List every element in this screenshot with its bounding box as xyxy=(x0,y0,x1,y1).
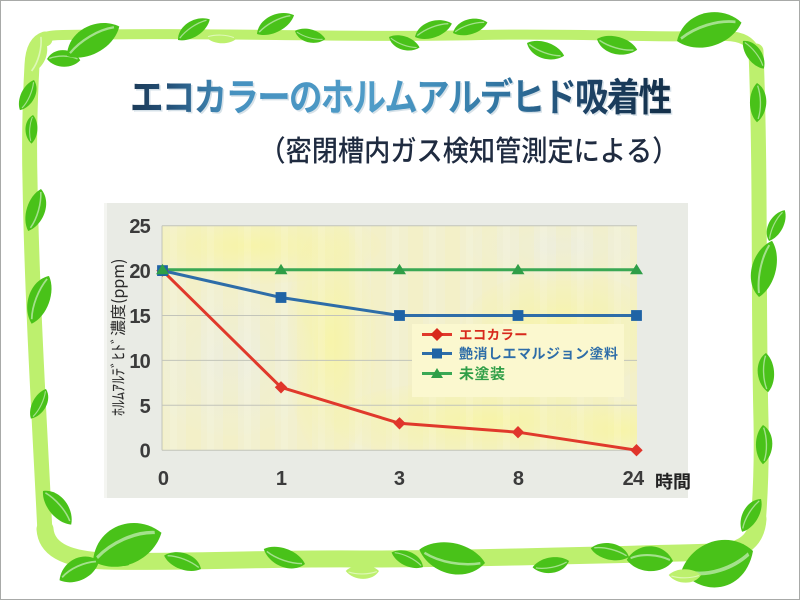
svg-text:0: 0 xyxy=(140,441,151,463)
svg-text:10: 10 xyxy=(129,351,150,373)
svg-text:20: 20 xyxy=(129,261,150,283)
svg-text:0: 0 xyxy=(158,468,169,490)
svg-text:5: 5 xyxy=(140,396,151,418)
svg-text:3: 3 xyxy=(394,468,405,490)
svg-text:15: 15 xyxy=(129,306,150,328)
svg-text:8: 8 xyxy=(513,468,524,490)
svg-text:1: 1 xyxy=(276,468,287,490)
svg-text:25: 25 xyxy=(129,216,150,238)
svg-text:24: 24 xyxy=(623,468,645,490)
